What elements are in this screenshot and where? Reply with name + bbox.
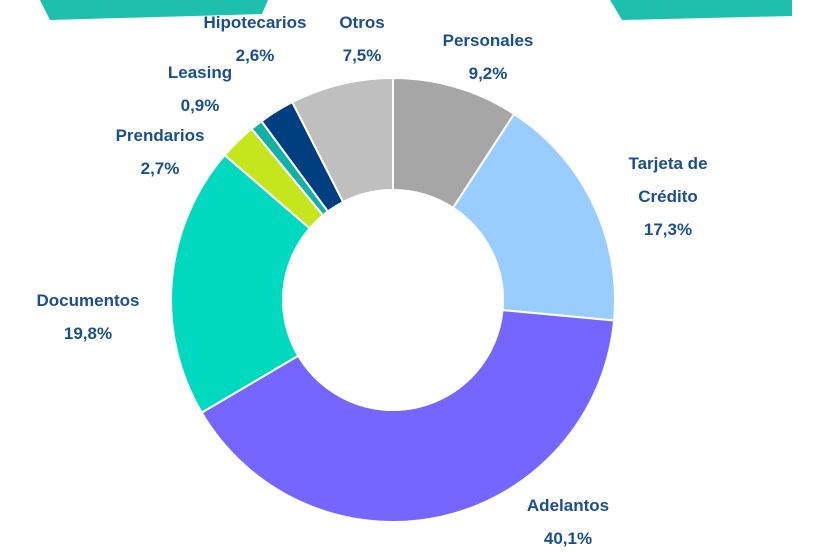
value-label: 17,3% (643, 220, 693, 239)
slice-label: Prendarios 2,7% (116, 119, 205, 185)
donut-slice (200, 309, 616, 523)
value-label: 2,6% (235, 46, 275, 65)
category-name: Adelantos (526, 496, 610, 515)
category-name: Otros (339, 13, 385, 32)
slice-label: Personales 9,2% (443, 24, 534, 90)
category-name: Documentos (36, 291, 140, 310)
banner-right (610, 0, 792, 20)
slice-label: Documentos 19,8% (37, 284, 140, 350)
category-name: Hipotecarios (203, 13, 307, 32)
value-label: 7,5% (342, 46, 382, 65)
slice-label: Leasing 0,9% (168, 56, 232, 122)
banner-left (40, 0, 268, 20)
category-name: Tarjeta de Crédito (628, 154, 708, 206)
value-label: 0,9% (180, 96, 220, 115)
slice-label: Adelantos 40,1% (527, 489, 609, 552)
category-name: Prendarios (115, 126, 205, 145)
donut-slice (451, 112, 616, 322)
value-label: 9,2% (468, 64, 508, 83)
slice-label: Hipotecarios 2,6% (204, 6, 307, 72)
donut-slice (170, 153, 312, 414)
category-name: Personales (442, 31, 534, 50)
value-label: 2,7% (140, 159, 180, 178)
slice-label: Tarjeta de Crédito 17,3% (613, 147, 723, 246)
donut-slice (290, 76, 394, 204)
slice-label: Otros 7,5% (339, 6, 384, 72)
value-label: 40,1% (543, 529, 593, 548)
category-name: Leasing (167, 63, 233, 82)
value-label: 19,8% (63, 324, 113, 343)
